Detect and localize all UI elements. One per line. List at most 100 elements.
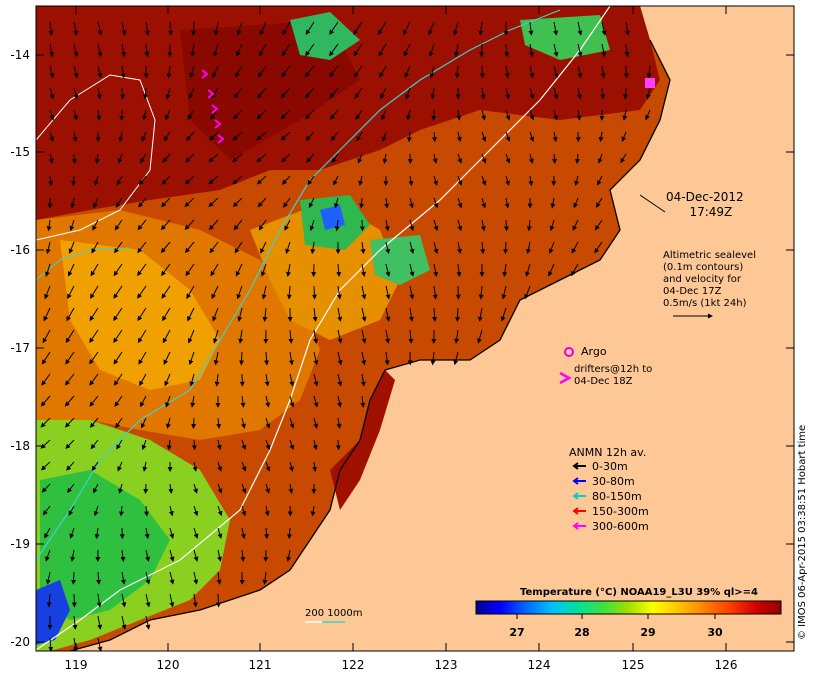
velocity-arrow [190, 395, 196, 408]
velocity-arrow [529, 65, 535, 79]
velocity-arrow [70, 197, 76, 209]
velocity-arrow [313, 417, 319, 429]
velocity-arrow [114, 241, 123, 254]
velocity-arrow [49, 65, 55, 79]
velocity-arrow [256, 175, 267, 185]
velocity-arrow [216, 417, 222, 430]
velocity-arrow [90, 285, 99, 299]
velocity-arrow [233, 219, 243, 231]
velocity-arrow [49, 43, 55, 58]
velocity-arrow [235, 263, 243, 277]
velocity-arrow [40, 439, 51, 449]
velocity-arrow [212, 307, 219, 322]
velocity-arrow [48, 175, 54, 187]
velocity-arrow [353, 21, 363, 35]
velocity-arrow [113, 373, 123, 386]
velocity-arrow [570, 263, 579, 277]
velocity-arrow [96, 87, 102, 100]
velocity-arrow [217, 549, 222, 562]
velocity-arrow [480, 219, 486, 232]
lat-label-19: -19 [10, 537, 30, 551]
velocity-arrow [45, 571, 51, 585]
velocity-arrow [45, 549, 51, 562]
velocity-arrow [430, 87, 436, 100]
velocity-arrow [480, 241, 486, 255]
velocity-arrow [264, 351, 270, 366]
velocity-arrow [529, 109, 535, 121]
velocity-arrow [211, 285, 219, 300]
velocity-arrow [500, 307, 507, 322]
velocity-arrow [241, 439, 247, 451]
velocity-arrow [188, 87, 195, 100]
velocity-arrow [313, 351, 319, 366]
velocity-arrow [600, 87, 606, 100]
velocity-arrow [594, 241, 603, 254]
sst-blue-patch [320, 205, 345, 230]
velocity-arrow [402, 21, 411, 36]
velocity-arrow [334, 219, 340, 232]
velocity-arrow [313, 373, 319, 387]
velocity-arrow [286, 549, 292, 562]
velocity-arrow [385, 285, 391, 300]
velocity-arrow [645, 87, 651, 100]
velocity-arrow [281, 175, 291, 185]
anmn-item-150-300: 150-300m [592, 505, 649, 518]
velocity-arrow [433, 197, 439, 209]
velocity-arrow [505, 175, 510, 186]
velocity-arrow [213, 21, 219, 36]
velocity-arrow [114, 395, 123, 407]
velocity-arrow [49, 87, 55, 100]
velocity-arrow [529, 43, 534, 58]
velocity-arrow [187, 109, 195, 120]
velocity-arrow [454, 329, 460, 344]
velocity-arrow [408, 197, 414, 209]
drifter-legend-symbol [559, 371, 572, 385]
anmn-legend-arrows [572, 462, 586, 530]
velocity-arrow [208, 153, 219, 163]
velocity-arrow [165, 87, 171, 100]
velocity-arrow [289, 439, 295, 451]
velocity-arrow [241, 483, 247, 494]
velocity-arrow [94, 527, 100, 540]
velocity-arrow [193, 505, 199, 517]
velocity-arrow [601, 43, 607, 58]
velocity-arrow [42, 329, 51, 344]
velocity-arrow [576, 109, 582, 121]
velocity-arrow [69, 527, 75, 539]
velocity-arrow [94, 153, 100, 164]
velocity-arrow [550, 197, 556, 209]
velocity-arrow [353, 65, 363, 78]
velocity-arrow [481, 197, 487, 209]
velocity-arrow [620, 153, 627, 164]
velocity-arrow [73, 65, 79, 79]
velocity-arrow [504, 197, 510, 209]
velocity-arrow [433, 263, 439, 277]
velocity-arrow [505, 87, 511, 100]
velocity-arrows [40, 21, 652, 651]
velocity-arrow [280, 131, 291, 141]
velocity-arrow [121, 43, 127, 58]
velocity-arrow [185, 263, 195, 277]
velocity-arrow [505, 131, 511, 142]
velocity-arrow [624, 43, 630, 58]
velocity-arrow [286, 285, 292, 300]
velocity-arrow [477, 329, 483, 344]
velocity-arrow [139, 373, 147, 387]
velocity-arrow [73, 87, 79, 100]
velocity-arrow [137, 263, 147, 277]
velocity-arrow [574, 175, 580, 186]
anmn-title: ANMN 12h av. [569, 446, 647, 459]
velocity-arrow [43, 307, 51, 322]
velocity-arrow [184, 219, 195, 231]
velocity-arrow [529, 131, 535, 142]
velocity-arrow [456, 263, 462, 278]
velocity-arrow [240, 527, 246, 540]
velocity-arrow [405, 87, 411, 100]
velocity-arrow [116, 439, 123, 450]
velocity-arrow [160, 219, 171, 231]
velocity-arrow [141, 439, 147, 451]
velocity-arrow [504, 43, 510, 58]
velocity-arrow [428, 21, 435, 36]
velocity-arrow [356, 131, 363, 142]
velocity-arrow [169, 571, 175, 585]
